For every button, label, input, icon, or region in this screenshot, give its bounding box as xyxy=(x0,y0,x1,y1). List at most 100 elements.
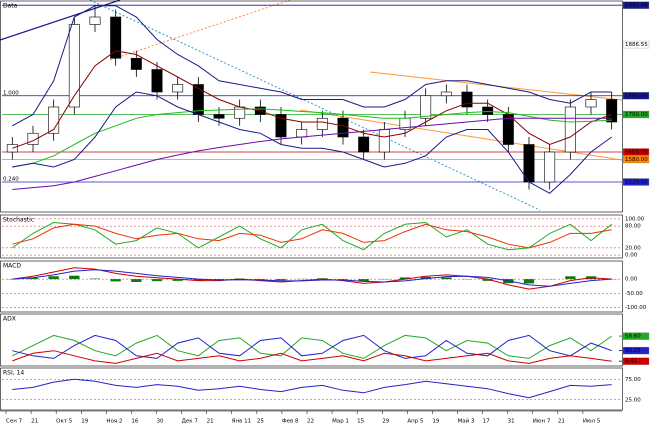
x-tick-label: Июн 7 xyxy=(533,419,551,425)
histogram-bar xyxy=(193,279,204,281)
trendline xyxy=(0,0,121,41)
x-tick-label: Мар 1 xyxy=(332,419,349,425)
y-tick-label: 0.00 xyxy=(625,253,638,259)
y-tick-label: 0.00 xyxy=(625,277,638,283)
price-label: 9.41 xyxy=(625,359,637,365)
trendline xyxy=(89,0,541,211)
price-label-box xyxy=(622,357,650,365)
price-label: 1991.46 xyxy=(625,3,648,9)
y-tick-label: -50.00 xyxy=(625,291,643,297)
y-tick-label: 80.00 xyxy=(625,224,641,230)
y-tick-label: 100.00 xyxy=(625,216,645,222)
series-line xyxy=(12,378,612,399)
histogram-bar xyxy=(213,279,225,280)
price-label: 30.25 xyxy=(625,348,641,354)
candle-body xyxy=(275,114,287,138)
candle-body xyxy=(213,114,225,119)
panel-frame xyxy=(0,0,623,213)
annotation: 0.240 xyxy=(3,177,19,183)
histogram-bar xyxy=(27,277,39,280)
series-line xyxy=(12,117,612,190)
histogram-bar xyxy=(441,277,452,280)
price-label-box xyxy=(622,40,650,49)
candle-body xyxy=(172,84,184,93)
candle-body xyxy=(482,106,494,115)
price-label: 58.60 xyxy=(625,334,641,340)
histogram-bar xyxy=(131,279,142,282)
x-tick-label: Дек 7 xyxy=(182,419,199,425)
candle-body xyxy=(461,91,473,108)
histogram-bar xyxy=(523,279,535,284)
price-label-box xyxy=(622,110,650,119)
panel-title: Data xyxy=(3,3,18,10)
candle-body xyxy=(296,129,308,138)
panel-title-box xyxy=(1,262,35,269)
x-tick-label: 31 xyxy=(508,419,515,425)
candle-body xyxy=(130,57,142,70)
candle-body xyxy=(151,69,163,93)
candle-body xyxy=(440,91,452,97)
price-label-box xyxy=(622,178,650,186)
series-line xyxy=(12,267,612,290)
histogram-bar xyxy=(565,276,576,280)
candle-body xyxy=(48,106,60,134)
panel-title-box xyxy=(1,315,35,322)
x-tick-label: 21 xyxy=(31,419,38,425)
x-tick-label: Окт 5 xyxy=(56,419,73,425)
panel-frame xyxy=(0,313,623,367)
candle-body xyxy=(564,106,576,153)
candle-body xyxy=(316,117,328,130)
candle-body xyxy=(68,24,80,108)
x-tick-label: 19 xyxy=(432,419,439,425)
annotation: 1.000 xyxy=(3,90,19,96)
panel-title: ADX xyxy=(3,316,16,323)
price-label-box xyxy=(622,92,650,100)
series-line xyxy=(12,269,612,287)
x-tick-label: Июл 5 xyxy=(583,419,601,425)
panel-frame xyxy=(0,367,623,411)
panel-frame xyxy=(0,214,623,259)
x-tick-label: 21 xyxy=(558,419,565,425)
price-label: 1600.00 xyxy=(625,150,648,156)
histogram-bar xyxy=(482,279,493,281)
price-label-box xyxy=(622,346,650,355)
histogram-bar xyxy=(69,275,80,280)
y-tick-label: -100.00 xyxy=(625,305,647,311)
panel-frame xyxy=(0,260,623,313)
histogram-bar xyxy=(48,276,59,280)
series-line xyxy=(12,334,612,359)
price-label-box xyxy=(622,148,650,156)
series-line xyxy=(12,5,612,127)
x-tick-label: 29 xyxy=(382,419,389,425)
panel-title-box xyxy=(1,216,35,223)
y-tick-label: 75.00 xyxy=(625,377,641,383)
candle-body xyxy=(544,151,556,183)
histogram-bar xyxy=(420,276,431,280)
x-tick-label: 15 xyxy=(357,419,364,425)
histogram-bar xyxy=(172,279,183,281)
price-label-box xyxy=(622,155,650,164)
price-label: 1700.00 xyxy=(625,112,648,118)
candle-body xyxy=(358,136,370,153)
x-tick-label: Ноя 2 xyxy=(106,419,122,425)
histogram-bar xyxy=(337,279,349,280)
x-tick-label: Фев 8 xyxy=(282,419,299,425)
series-line xyxy=(12,223,612,249)
histogram-bar xyxy=(275,279,287,281)
price-label: 1580.00 xyxy=(625,157,648,163)
x-tick-label: 16 xyxy=(131,419,138,425)
x-tick-label: 17 xyxy=(483,419,490,425)
y-tick-label: 20.00 xyxy=(625,245,641,251)
series-line xyxy=(12,91,612,194)
x-tick-label: 21 xyxy=(207,419,214,425)
candle-body xyxy=(27,132,39,145)
series-line xyxy=(12,350,612,364)
series-line xyxy=(12,221,613,251)
series-line xyxy=(12,108,612,168)
candle-body xyxy=(192,84,204,115)
x-tick-label: 30 xyxy=(157,419,164,425)
price-label-box xyxy=(622,332,650,340)
candle-body xyxy=(606,99,618,123)
price-label: 1520.00 xyxy=(625,180,648,186)
